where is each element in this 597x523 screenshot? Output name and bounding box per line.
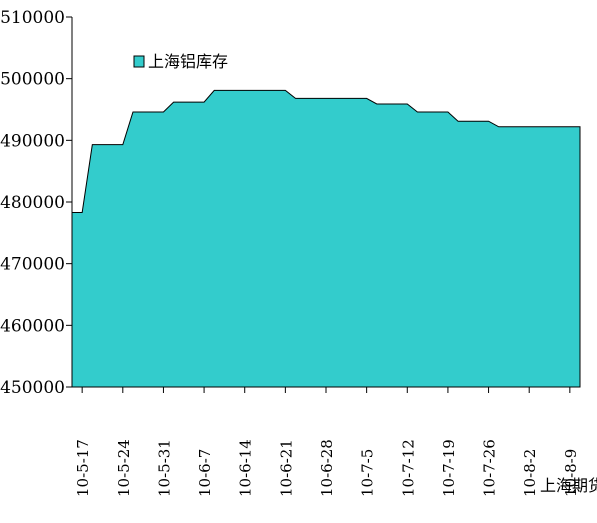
y-tick-label: 470000 bbox=[0, 255, 65, 275]
x-axis: 10-5-17 10-5-24 10-5-31 10-6-7 10-6-14 10-6-2… bbox=[72, 387, 580, 497]
legend: 上海铝库存 bbox=[134, 52, 228, 71]
x-tick-label: 10-6-28 bbox=[318, 439, 336, 497]
x-tick-label: 10-6-14 bbox=[237, 439, 255, 497]
x-tick-label: 10-7-12 bbox=[399, 439, 417, 497]
y-tick-label: 460000 bbox=[0, 316, 65, 336]
y-tick-label: 450000 bbox=[0, 378, 65, 398]
x-tick-label: 10-7-26 bbox=[481, 439, 499, 497]
x-tick-label: 10-6-7 bbox=[196, 449, 214, 497]
x-tick-label: 10-7-5 bbox=[359, 449, 377, 497]
x-tick-label: 10-7-19 bbox=[440, 439, 458, 497]
y-tick-label: 490000 bbox=[0, 131, 65, 151]
y-axis: 450000 460000 470000 480000 490000 500000 5100… bbox=[0, 8, 72, 398]
legend-swatch bbox=[134, 56, 144, 67]
legend-label: 上海铝库存 bbox=[148, 52, 228, 71]
x-tick-label: 10-6-21 bbox=[277, 439, 295, 497]
plot-area bbox=[72, 90, 580, 387]
y-tick-label: 500000 bbox=[0, 70, 65, 90]
x-tick-label: 10-8-2 bbox=[521, 449, 539, 497]
x-tick-label: 10-5-24 bbox=[115, 439, 133, 497]
x-tick-label: 10-5-17 bbox=[74, 439, 92, 497]
y-tick-label: 480000 bbox=[0, 193, 65, 213]
series-area bbox=[72, 90, 580, 387]
y-tick-label: 510000 bbox=[0, 8, 65, 28]
source-annotation: 上海期货 bbox=[540, 476, 597, 495]
x-tick-label: 10-5-31 bbox=[155, 439, 173, 497]
